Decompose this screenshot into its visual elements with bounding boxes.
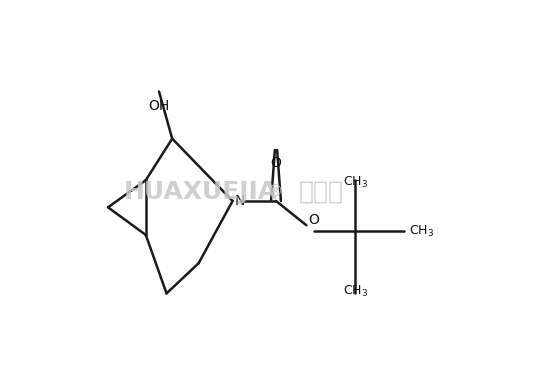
Text: HUAXUEJIA: HUAXUEJIA <box>124 180 278 203</box>
Text: CH$_3$: CH$_3$ <box>343 175 368 190</box>
Text: ®: ® <box>268 184 284 199</box>
Text: CH$_3$: CH$_3$ <box>409 224 434 239</box>
Text: O: O <box>270 155 282 170</box>
Text: N: N <box>235 194 245 208</box>
Text: CH$_3$: CH$_3$ <box>343 284 368 299</box>
Text: 化学加: 化学加 <box>299 180 344 203</box>
Text: OH: OH <box>148 99 169 113</box>
Text: O: O <box>309 213 319 227</box>
